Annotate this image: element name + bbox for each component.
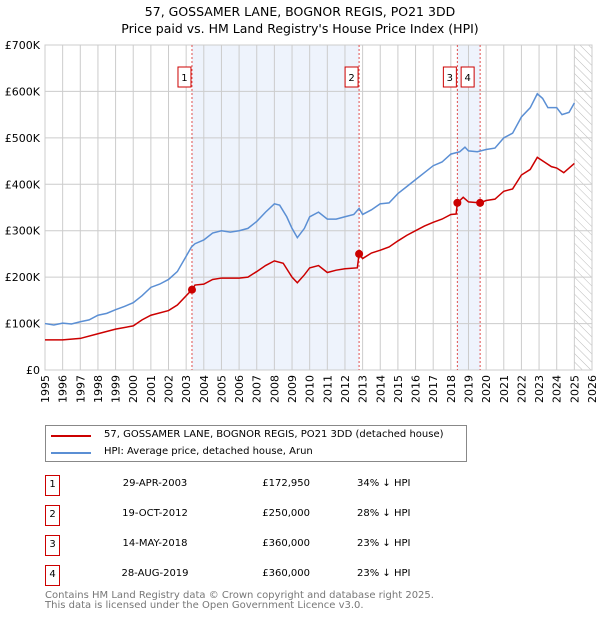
x-tick-label: 2012 [339,375,352,403]
sale-label-box [442,66,457,88]
y-tick-label: £0 [26,364,40,377]
sale-hpi: 23% ↓ HPI [357,568,411,579]
sale-label-box [460,66,475,88]
sale-label: 3 [447,73,453,84]
x-tick-label: 2000 [127,375,140,403]
x-tick-label: 2001 [145,375,158,403]
x-tick-label: 1996 [57,375,70,403]
chart-title: 57, GOSSAMER LANE, BOGNOR REGIS, PO21 3D… [144,4,456,19]
sale-row: 3 14-MAY-2018 £360,000 23% ↓ HPI [45,535,445,556]
sale-date: 29-APR-2003 [122,478,188,489]
x-tick-label: 2005 [215,375,228,403]
x-tick-label: 2009 [286,375,299,403]
x-tick-label: 1995 [39,375,52,403]
legend-blue-line [51,452,91,454]
footer-licence: This data is licensed under the Open Gov… [45,600,364,611]
x-tick-label: 2021 [498,375,511,403]
x-tick-label: 2015 [392,375,405,403]
sale-marker: 4 [45,565,60,586]
x-tick-label: 2003 [180,375,193,403]
sale-point [187,285,196,294]
x-tick-label: 2002 [163,375,176,403]
sale-row: 2 19-OCT-2012 £250,000 28% ↓ HPI [45,505,445,526]
chart-subtitle: Price paid vs. HM Land Registry's House … [121,21,479,36]
sale-marker: 1 [45,475,60,496]
x-tick-label: 2019 [462,375,475,403]
shaded-range [191,45,360,370]
x-tick-label: 2010 [304,375,317,403]
x-tick-label: 2020 [480,375,493,403]
sale-label-box [344,66,359,88]
sale-hpi: 34% ↓ HPI [357,478,411,489]
sale-price: £360,000 [262,568,310,579]
sale-marker: 2 [45,505,60,526]
x-tick-label: 2013 [357,375,370,403]
x-tick-label: 2007 [251,375,264,403]
series-line [45,156,575,341]
sale-hpi: 23% ↓ HPI [357,538,411,549]
x-tick-label: 2024 [551,375,564,403]
x-tick-label: 2025 [568,375,581,403]
sale-row: 1 29-APR-2003 £172,950 34% ↓ HPI [45,475,445,496]
sale-label-box [177,66,192,88]
legend-property: 57, GOSSAMER LANE, BOGNOR REGIS, PO21 3D… [104,429,444,440]
x-tick-label: 2011 [321,375,334,403]
sale-price: £250,000 [262,508,310,519]
legend-red-line [51,435,91,437]
footer-copyright: Contains HM Land Registry data © Crown c… [45,590,434,601]
x-tick-label: 2018 [445,375,458,403]
sale-hpi: 28% ↓ HPI [357,508,411,519]
x-tick-label: 2022 [515,375,528,403]
plot-border [44,44,593,371]
y-tick-label: £100K [5,318,41,331]
x-tick-label: 2004 [198,375,211,403]
x-tick-label: 1997 [74,375,87,403]
y-tick-label: £200K [5,271,41,284]
sale-date: 28-AUG-2019 [121,568,189,579]
sale-label: 4 [464,73,470,84]
sale-point [453,198,462,207]
legend-hpi: HPI: Average price, detached house, Arun [104,446,313,457]
sale-date: 14-MAY-2018 [122,538,188,549]
x-tick-label: 2008 [268,375,281,403]
x-tick-label: 2023 [533,375,546,403]
sale-point [476,198,485,207]
x-tick-label: 1998 [92,375,105,403]
x-tick-label: 2016 [410,375,423,403]
y-tick-label: £500K [5,132,41,145]
sale-marker: 3 [45,535,60,556]
sale-price: £360,000 [262,538,310,549]
x-tick-label: 2006 [233,375,246,403]
y-tick-label: £700K [5,39,41,52]
x-tick-label: 2017 [427,375,440,403]
price-chart: 1995 1996 1997 1998 1999 2000 2001 2002 2003 2004… [5,39,599,403]
sale-label: 2 [348,73,354,84]
x-tick-label: 2014 [374,375,387,403]
sale-row: 4 28-AUG-2019 £360,000 23% ↓ HPI [45,565,445,586]
y-tick-label: £400K [5,178,41,191]
sale-date: 19-OCT-2012 [122,508,188,519]
legend: 57, GOSSAMER LANE, BOGNOR REGIS, PO21 3D… [45,425,467,462]
y-tick-label: £300K [5,225,41,238]
x-tick-label: 1999 [110,375,123,403]
sale-point [355,249,364,258]
y-tick-label: £600K [5,85,41,98]
sale-price: £172,950 [262,478,310,489]
series-line [44,92,576,326]
sale-label: 1 [181,73,187,84]
x-tick-label: 2026 [586,375,599,403]
forecast-hatch [574,45,592,370]
